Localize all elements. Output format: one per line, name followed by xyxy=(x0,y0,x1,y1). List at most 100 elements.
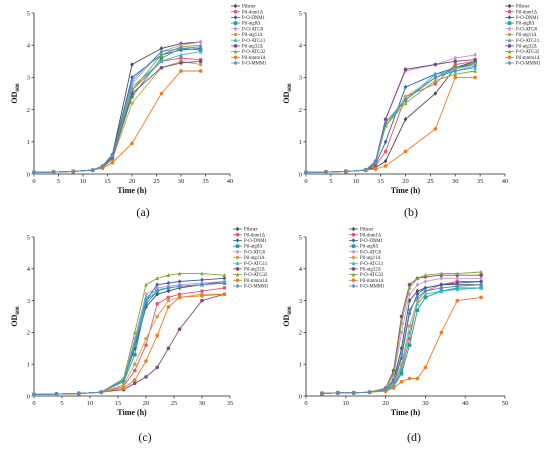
legend-label: P-O-ATG8 xyxy=(516,27,538,32)
series-10 xyxy=(304,75,477,175)
legend-label: P-O-ATG32 xyxy=(242,50,266,55)
y-tick-label: 1 xyxy=(27,362,30,369)
legend-label: Pil-mmm1Δ xyxy=(242,56,266,61)
series-line xyxy=(321,281,482,394)
series-7 xyxy=(320,285,483,396)
legend-swatch-marker xyxy=(233,60,238,66)
legend-label: Pil-atg8Δ xyxy=(516,22,534,27)
y-tick-label: 2 xyxy=(299,107,302,114)
data-point xyxy=(399,365,404,370)
x-axis-label: Time (h) xyxy=(391,186,421,195)
legend-swatch-marker xyxy=(507,26,512,32)
data-point xyxy=(455,280,460,286)
data-point xyxy=(351,390,356,396)
data-point xyxy=(177,283,182,289)
data-point xyxy=(198,49,203,54)
data-point xyxy=(166,272,171,277)
x-tick-label: 20 xyxy=(129,178,136,185)
y-tick-label: 5 xyxy=(27,234,30,241)
legend-swatch-marker xyxy=(351,255,356,260)
legend-swatch-marker xyxy=(235,278,240,283)
data-point xyxy=(453,68,458,74)
data-point xyxy=(433,75,438,80)
legend-swatch-marker xyxy=(235,238,240,243)
x-tick-label: 10 xyxy=(87,400,94,407)
legend-label: P-O-DNM1 xyxy=(360,239,384,244)
series-7 xyxy=(32,49,203,175)
data-point xyxy=(433,78,438,83)
legend-label: P-O-ATG8 xyxy=(242,27,264,32)
legend-label: P-O-MMM1 xyxy=(242,62,267,67)
data-point xyxy=(383,120,388,125)
data-point xyxy=(222,292,227,297)
data-point xyxy=(130,88,134,93)
series-10 xyxy=(32,292,227,397)
legend-label: Pil-atg11Δ xyxy=(242,33,263,38)
series-line xyxy=(33,60,201,173)
legend-label: P-O-MMM1 xyxy=(360,285,385,290)
data-point xyxy=(439,271,444,276)
data-point xyxy=(133,336,137,342)
legend-swatch-marker xyxy=(351,244,356,248)
data-point xyxy=(423,272,428,277)
legend-label: Pil-atg8Δ xyxy=(244,245,262,250)
x-axis-label: Time (h) xyxy=(391,408,421,417)
legend-label: Pil-atg8Δ xyxy=(242,22,260,27)
series-line xyxy=(321,277,482,394)
legend-swatch-marker xyxy=(351,261,356,265)
data-point xyxy=(324,169,328,175)
x-tick-label: 0 xyxy=(32,400,35,407)
data-point xyxy=(32,392,36,397)
data-point xyxy=(155,333,159,338)
legend-label: Pil-mmm1Δ xyxy=(516,56,540,61)
legend-label: Pil-atg11Δ xyxy=(244,256,265,261)
data-point xyxy=(373,167,378,171)
y-tick-label: 5 xyxy=(27,10,30,17)
data-point xyxy=(383,149,388,154)
legend-label: Pilsner xyxy=(360,228,374,233)
data-point xyxy=(473,52,477,58)
series-4 xyxy=(304,61,477,175)
data-point xyxy=(130,101,134,105)
legend-swatch-marker xyxy=(351,238,356,243)
data-point xyxy=(415,308,420,312)
data-point xyxy=(439,285,444,291)
data-point xyxy=(403,100,408,105)
series-line xyxy=(33,281,225,395)
y-tick-label: 0 xyxy=(299,393,302,400)
data-point xyxy=(133,346,137,351)
legend-label: Pil-atg11Δ xyxy=(360,256,381,261)
data-point xyxy=(179,52,183,57)
data-point xyxy=(399,320,404,325)
data-point xyxy=(198,59,203,64)
legend-swatch-marker xyxy=(235,244,240,248)
data-point xyxy=(383,117,388,122)
legend-label: P-O-MMM1 xyxy=(244,285,269,290)
legend-label: P-O-MMM1 xyxy=(516,62,541,67)
data-point xyxy=(415,276,420,281)
series-5 xyxy=(320,276,483,396)
data-point xyxy=(453,55,458,61)
y-tick-label: 1 xyxy=(299,362,302,369)
data-point xyxy=(198,39,203,45)
panel-label: (b) xyxy=(404,205,418,219)
y-tick-label: 4 xyxy=(299,43,303,50)
legend-label: P-O-ATG8 xyxy=(244,250,266,255)
data-point xyxy=(399,346,404,351)
data-point xyxy=(110,160,115,165)
data-point xyxy=(159,56,164,60)
legend-swatch-marker xyxy=(507,21,512,25)
data-point xyxy=(439,330,444,335)
y-tick-label: 4 xyxy=(299,266,303,273)
legend-label: P-O-ATG11 xyxy=(242,39,266,44)
data-point xyxy=(166,288,171,294)
legend-label: Pil-atg32Δ xyxy=(360,268,381,273)
legend-swatch-marker xyxy=(507,3,512,9)
data-point xyxy=(399,379,404,384)
data-point xyxy=(407,291,412,297)
data-point xyxy=(155,314,159,319)
legend-label: P-O-ATG8 xyxy=(360,250,382,255)
data-point xyxy=(423,292,428,297)
series-6 xyxy=(32,292,227,397)
x-tick-label: 30 xyxy=(199,400,206,407)
